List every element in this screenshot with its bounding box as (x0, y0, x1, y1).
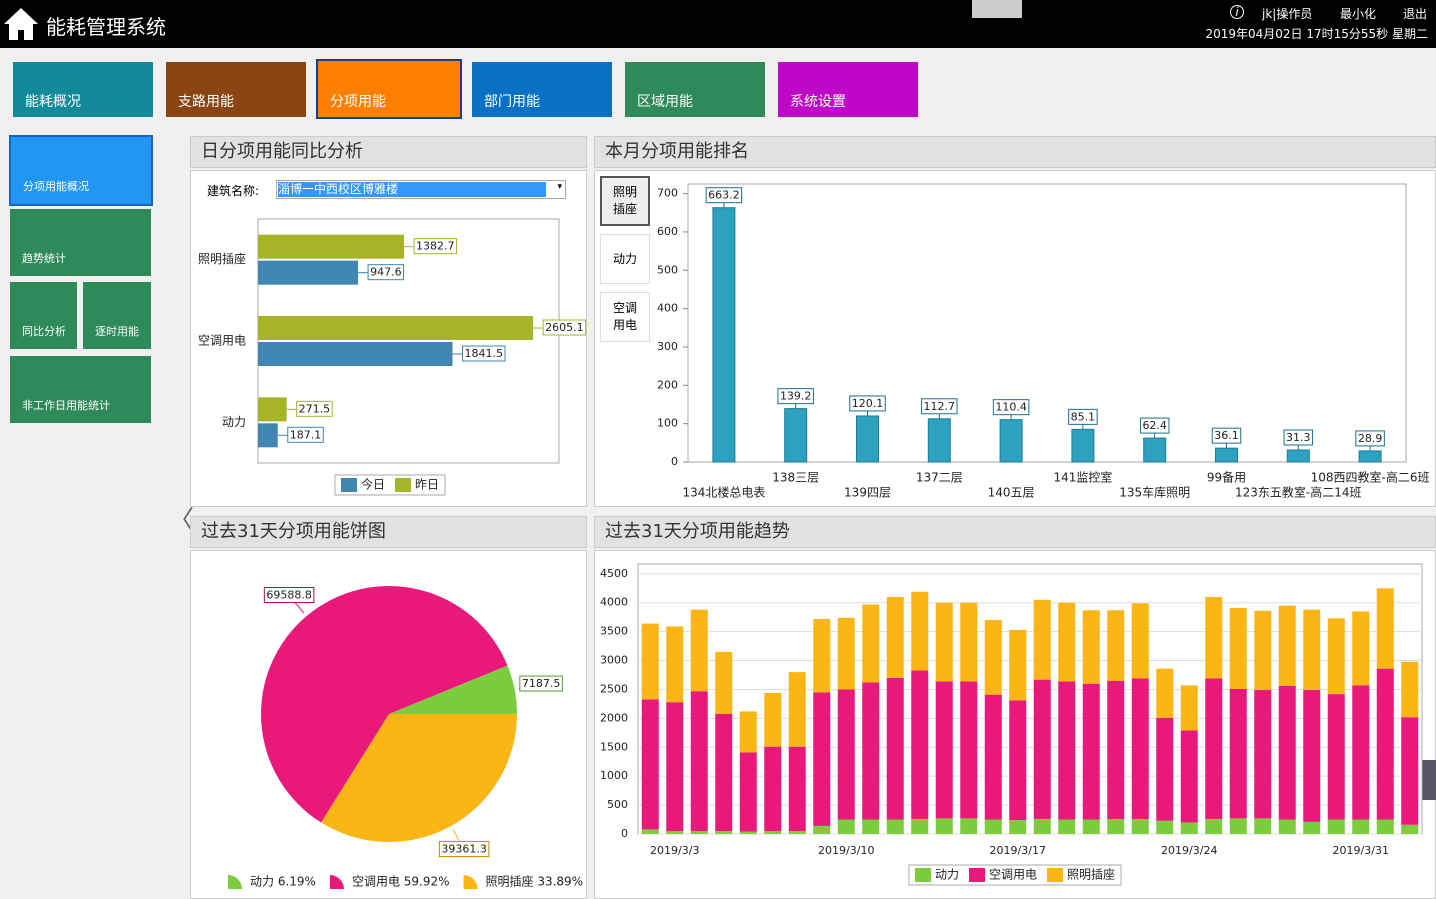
info-icon[interactable]: i (1230, 5, 1244, 19)
side-label: 趋势统计 (22, 252, 66, 265)
nav-label: 能耗概况 (25, 94, 81, 110)
dropdown-arrow: ▾ (557, 182, 562, 192)
app-title: 能耗管理系统 (46, 15, 166, 39)
nav-tile[interactable]: 支路用能 (166, 62, 306, 117)
building-select[interactable]: 淄博一中西校区博雅楼 ▾ (276, 180, 566, 199)
user-name[interactable]: jk|操作员 (1262, 7, 1313, 21)
ranking-tab[interactable]: 动力 (600, 234, 650, 284)
ranking-tab-active[interactable]: 照明插座 (600, 176, 650, 226)
nav-tile[interactable]: 能耗概况 (13, 62, 153, 117)
nav-tile[interactable]: 区域用能 (625, 62, 765, 117)
nav-label: 部门用能 (484, 94, 540, 110)
datetime: 2019年04月02日 17时15分55秒 星期二 (1205, 27, 1428, 41)
side-tile[interactable]: 逐时用能 (83, 282, 151, 349)
side-label: 同比分析 (22, 325, 66, 338)
panel (190, 550, 587, 899)
home-icon[interactable] (2, 6, 40, 42)
side-tile[interactable]: 趋势统计 (10, 209, 151, 276)
side-label: 逐时用能 (95, 325, 139, 338)
panel-title: 本月分项用能排名 (594, 136, 1436, 168)
panel-title: 日分项用能同比分析 (190, 136, 587, 168)
side-tile[interactable]: 非工作日用能统计 (10, 356, 151, 423)
ranking-tab[interactable]: 空调用电 (600, 292, 650, 342)
side-label: 分项用能概况 (23, 180, 89, 193)
nav-label: 区域用能 (637, 94, 693, 110)
panel (594, 170, 1436, 507)
toolbar-widget[interactable] (972, 0, 1022, 18)
panel-title: 过去31天分项用能趋势 (594, 516, 1436, 548)
building-label: 建筑名称: (207, 184, 260, 198)
collapse-arrow[interactable]: 〈 (168, 506, 195, 536)
logout-button[interactable]: 退出 (1403, 7, 1428, 21)
nav-tile-active[interactable]: 分项用能 (316, 59, 462, 119)
nav-tile[interactable]: 系统设置 (778, 62, 918, 117)
panel (594, 550, 1436, 899)
panel (190, 170, 587, 507)
top-bar: 能耗管理系统 i jk|操作员 最小化 退出 2019年04月02日 17时15… (0, 0, 1436, 48)
side-label: 非工作日用能统计 (22, 399, 110, 412)
building-value: 淄博一中西校区博雅楼 (278, 182, 546, 197)
minimize-button[interactable]: 最小化 (1340, 7, 1377, 21)
nav-tile[interactable]: 部门用能 (472, 62, 612, 117)
panel-title: 过去31天分项用能饼图 (190, 516, 587, 548)
nav-label: 支路用能 (178, 94, 234, 110)
side-tile[interactable]: 同比分析 (10, 282, 77, 349)
side-tile-active[interactable]: 分项用能概况 (9, 135, 153, 206)
nav-label: 分项用能 (330, 94, 386, 110)
side-handle[interactable] (1418, 760, 1436, 800)
nav-label: 系统设置 (790, 94, 846, 110)
